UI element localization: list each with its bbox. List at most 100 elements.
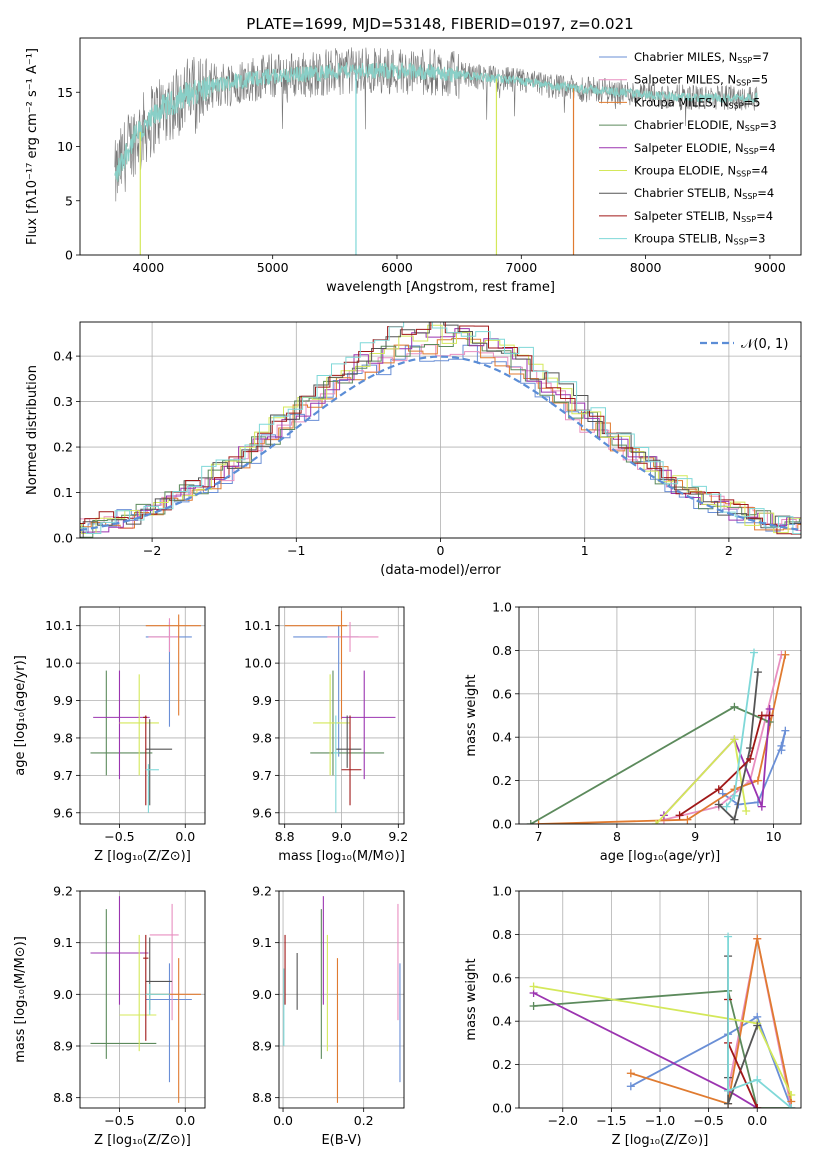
legend-label: Chabrier MILES, NSSP=7 xyxy=(634,50,769,65)
legend-label-normal: 𝒩(0, 1) xyxy=(741,337,788,352)
weight_vs_Z-plot xyxy=(529,932,796,1108)
age_vs_mass-axes: 8.8 9.0 9.2 9.6 9.7 9.8 9.9 10.0 10.1 mass [log₁₀… xyxy=(244,607,408,864)
x-tick-label: 0.0 xyxy=(175,1113,195,1128)
x-tick-label: −1 xyxy=(287,543,305,558)
histogram-kroupa_stelib xyxy=(80,322,801,535)
x-tick-label: 0.0 xyxy=(175,829,195,844)
x-tick-label: 6000 xyxy=(381,260,413,275)
y-tick-label: 10.0 xyxy=(45,656,73,671)
age_vs_mass-plot xyxy=(284,610,396,813)
x-tick-label: 9000 xyxy=(754,260,786,275)
y-tick-label: 10.1 xyxy=(244,618,272,633)
residuals-frame xyxy=(79,321,802,539)
y-tick-label: 0.1 xyxy=(53,485,73,500)
y-tick-label: 1.0 xyxy=(492,600,512,615)
residuals-axes: −2 −1 0 1 2 0.0 0.1 0.2 0.3 0.4 (data-model)/error… xyxy=(25,322,801,578)
x-tick-label: −2 xyxy=(143,543,161,558)
x-tick-label: −1.0 xyxy=(645,1113,675,1128)
weight-line-chabrier_miles xyxy=(630,1015,793,1108)
weight-line-chabrier_elodie xyxy=(530,705,771,824)
legend-label: Chabrier ELODIE, NSSP=3 xyxy=(634,118,777,133)
age_vs_Z-axes: −0.5 0.0 9.6 9.7 9.8 9.9 10.0 10.1 Z [log₁₀(Z/Z⊙… xyxy=(13,607,205,864)
histogram-chabrier_stelib xyxy=(80,322,801,538)
x-tick-label: −2.0 xyxy=(548,1113,578,1128)
y-tick-label: 0.4 xyxy=(492,730,512,745)
spectrum-frame xyxy=(79,37,802,256)
y-tick-label: 0.8 xyxy=(492,927,512,942)
residuals-plot xyxy=(80,322,801,538)
y-axis-label: mass weight xyxy=(464,674,479,756)
histogram-kroupa_miles xyxy=(80,338,801,531)
y-axis-label: mass [log₁₀(M/M⊙)] xyxy=(13,936,28,1063)
y-tick-label: 8.9 xyxy=(252,1039,272,1054)
x-axis-label: Z [log₁₀(Z/Z⊙)] xyxy=(612,1133,709,1148)
legend-label: Kroupa STELIB, NSSP=3 xyxy=(634,232,765,247)
legend-label: Kroupa ELODIE, NSSP=4 xyxy=(634,164,768,179)
y-tick-label: 8.8 xyxy=(53,1090,73,1105)
x-tick-label: −0.5 xyxy=(104,1113,134,1128)
y-tick-label: 9.0 xyxy=(252,987,272,1002)
x-tick-label: −0.5 xyxy=(693,1113,723,1128)
x-tick-label: 0.0 xyxy=(273,1113,293,1128)
weight_vs_age-axes: 7 8 9 10 0.0 0.2 0.4 0.6 0.8 1.0 age [log₁₀(age/yr… xyxy=(464,600,801,864)
weight-line-salpeter_elodie xyxy=(533,992,758,1108)
y-tick-label: 9.6 xyxy=(252,805,272,820)
figure-title: PLATE=1699, MJD=53148, FIBERID=0197, z=0… xyxy=(246,15,633,33)
age_vs_Z-frame xyxy=(79,606,206,825)
y-tick-label: 8.9 xyxy=(53,1039,73,1054)
x-axis-label: wavelength [Angstrom, rest frame] xyxy=(326,280,555,295)
x-tick-label: 8.8 xyxy=(275,829,295,844)
weight-line-chabrier_miles xyxy=(722,730,787,806)
age_vs_mass-frame xyxy=(278,606,405,825)
histogram-chabrier_elodie xyxy=(80,332,801,538)
y-tick-label: 5 xyxy=(65,193,73,208)
x-tick-label: 0 xyxy=(437,543,445,558)
x-tick-label: 8 xyxy=(613,829,621,844)
y-tick-label: 0.2 xyxy=(492,1057,512,1072)
legend-label: Chabrier STELIB, NSSP=4 xyxy=(634,186,774,201)
x-tick-label: 9.2 xyxy=(388,829,408,844)
y-tick-label: 0.2 xyxy=(492,773,512,788)
mass_vs_Z-plot xyxy=(90,896,202,1103)
y-axis-label: Flux [fλ10⁻¹⁷ erg cm⁻² s⁻¹ A⁻¹] xyxy=(25,48,40,245)
legend-label: Salpeter MILES, NSSP=5 xyxy=(634,73,768,88)
legend-label: Salpeter STELIB, NSSP=4 xyxy=(634,209,773,224)
x-axis-label: age [log₁₀(age/yr)] xyxy=(600,849,721,864)
x-axis-label: Z [log₁₀(Z/Z⊙)] xyxy=(94,1133,191,1148)
y-tick-label: 9.1 xyxy=(252,935,272,950)
y-tick-label: 9.7 xyxy=(53,768,73,783)
histogram-salpeter_elodie xyxy=(80,328,801,538)
y-tick-label: 0.0 xyxy=(492,817,512,832)
y-axis-label: age [log₁₀(age/yr)] xyxy=(13,655,28,776)
mass_vs_EBV-frame xyxy=(278,890,405,1109)
y-tick-label: 0.2 xyxy=(53,440,73,455)
legend-label: Salpeter ELODIE, NSSP=4 xyxy=(634,141,776,156)
x-tick-label: 2 xyxy=(725,543,733,558)
x-tick-label: 7000 xyxy=(505,260,537,275)
x-tick-label: 0.2 xyxy=(354,1113,374,1128)
y-tick-label: 0.6 xyxy=(492,686,512,701)
y-tick-label: 9.6 xyxy=(53,805,73,820)
y-tick-label: 0 xyxy=(65,248,73,263)
y-tick-label: 0.8 xyxy=(492,643,512,658)
x-axis-label: Z [log₁₀(Z/Z⊙)] xyxy=(94,849,191,864)
mass_vs_EBV-plot xyxy=(283,896,401,1103)
x-tick-label: 5000 xyxy=(257,260,289,275)
x-tick-label: 8000 xyxy=(630,260,662,275)
spectrum-legend: Chabrier MILES, NSSP=7 Salpeter MILES, NS… xyxy=(599,50,777,247)
x-axis-label: E(B-V) xyxy=(321,1133,361,1148)
y-tick-label: 0.6 xyxy=(492,970,512,985)
model-spectrum-cyan xyxy=(114,61,758,182)
x-tick-label: 10 xyxy=(766,829,782,844)
y-tick-label: 0.4 xyxy=(53,349,73,364)
spectrum-plot xyxy=(114,47,758,255)
weight-line-kroupa_stelib xyxy=(727,936,792,1108)
spectrum-axes: 4000 5000 6000 7000 8000 9000 0 5 10 15 wavelength… xyxy=(25,48,786,295)
x-axis-label: mass [log₁₀(M/M⊙)] xyxy=(278,849,405,864)
y-axis-label: mass weight xyxy=(464,958,479,1040)
x-tick-label: 4000 xyxy=(132,260,164,275)
observed-spectrum xyxy=(114,47,758,202)
x-tick-label: 9.0 xyxy=(332,829,352,844)
y-tick-label: 8.8 xyxy=(252,1090,272,1105)
x-tick-label: −1.5 xyxy=(596,1113,626,1128)
